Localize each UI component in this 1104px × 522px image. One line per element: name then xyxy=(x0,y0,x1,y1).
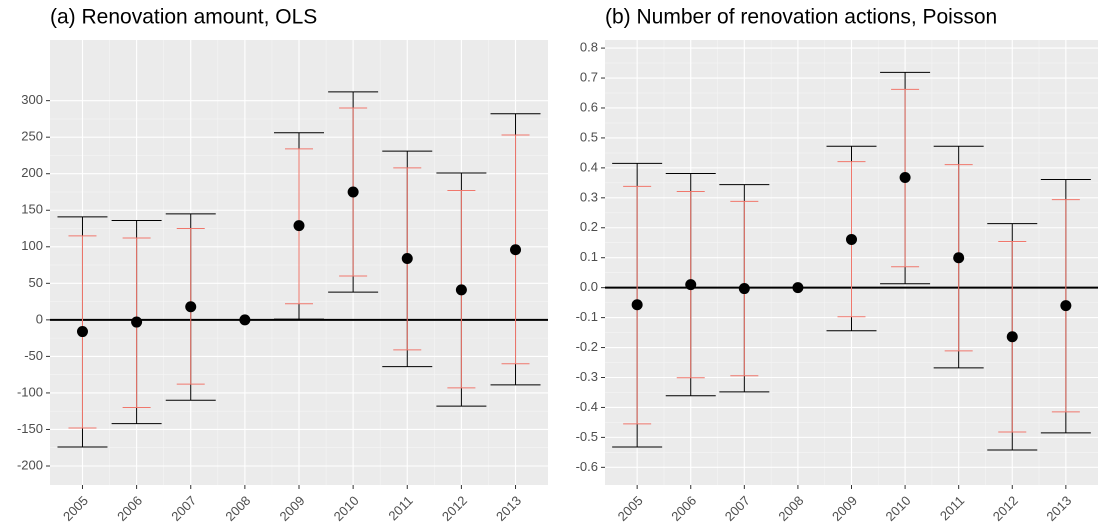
x-tick-label: 2009 xyxy=(276,493,307,522)
x-tick-label: 2008 xyxy=(222,493,253,522)
y-tick-label: 0.2 xyxy=(580,219,598,234)
point xyxy=(293,220,305,232)
y-tick-label: 50 xyxy=(29,275,43,290)
y-tick-label: -50 xyxy=(24,348,43,363)
y-tick-label: 150 xyxy=(21,202,43,217)
y-tick-label: -0.4 xyxy=(576,399,598,414)
y-tick-label: 250 xyxy=(21,129,43,144)
point xyxy=(685,279,697,291)
x-tick-label: 2007 xyxy=(168,493,199,522)
x-tick-label: 2013 xyxy=(493,493,524,522)
x-tick-label: 2008 xyxy=(775,493,806,522)
y-tick-label: -0.6 xyxy=(576,459,598,474)
x-tick-label: 2009 xyxy=(829,493,860,522)
chart-title: (a) Renovation amount, OLS xyxy=(50,6,317,29)
x-tick-label: 2012 xyxy=(439,493,470,522)
point xyxy=(1006,331,1018,343)
y-tick-label: -200 xyxy=(17,457,43,472)
y-tick-label: -100 xyxy=(17,384,43,399)
point xyxy=(510,244,522,256)
y-tick-label: 0 xyxy=(36,311,43,326)
point xyxy=(953,252,965,264)
x-tick-label: 2006 xyxy=(114,493,145,522)
point xyxy=(455,284,467,296)
y-tick-label: 0.6 xyxy=(580,99,598,114)
point xyxy=(239,314,251,326)
y-tick-label: 0.4 xyxy=(580,159,598,174)
y-tick-label: 0.5 xyxy=(580,129,598,144)
x-tick-label: 2012 xyxy=(990,493,1021,522)
y-tick-label: -0.2 xyxy=(576,339,598,354)
x-tick-label: 2007 xyxy=(722,493,753,522)
y-tick-label: -0.5 xyxy=(576,429,598,444)
point xyxy=(347,186,359,198)
point xyxy=(846,233,857,245)
y-tick-label: 0.3 xyxy=(580,189,598,204)
point xyxy=(185,301,197,313)
x-tick-label: 2006 xyxy=(668,493,699,522)
x-tick-label: 2010 xyxy=(883,493,914,522)
y-tick-label: 0.8 xyxy=(580,40,598,55)
point xyxy=(401,252,413,264)
y-tick-label: -0.1 xyxy=(576,309,598,324)
y-tick-label: 200 xyxy=(21,165,43,180)
point xyxy=(631,299,643,311)
x-tick-label: 2010 xyxy=(331,493,362,522)
chart-title: (b) Number of renovation actions, Poisso… xyxy=(605,6,997,29)
y-tick-label: 0.1 xyxy=(580,249,598,264)
x-tick-label: 2011 xyxy=(385,493,415,522)
y-tick-label: 0.7 xyxy=(580,69,598,84)
point xyxy=(76,326,88,338)
x-tick-label: 2011 xyxy=(937,493,967,522)
y-tick-label: 300 xyxy=(21,92,43,107)
x-tick-label: 2005 xyxy=(615,493,646,522)
x-tick-label: 2013 xyxy=(1043,493,1074,522)
y-tick-label: -0.3 xyxy=(576,369,598,384)
y-tick-label: -150 xyxy=(17,421,43,436)
point xyxy=(131,316,143,328)
point xyxy=(792,282,804,294)
x-tick-label: 2005 xyxy=(60,493,91,522)
point xyxy=(899,171,911,183)
y-tick-label: 0.0 xyxy=(580,279,598,294)
point xyxy=(1060,300,1072,312)
y-tick-label: 100 xyxy=(21,238,43,253)
point xyxy=(738,283,750,295)
